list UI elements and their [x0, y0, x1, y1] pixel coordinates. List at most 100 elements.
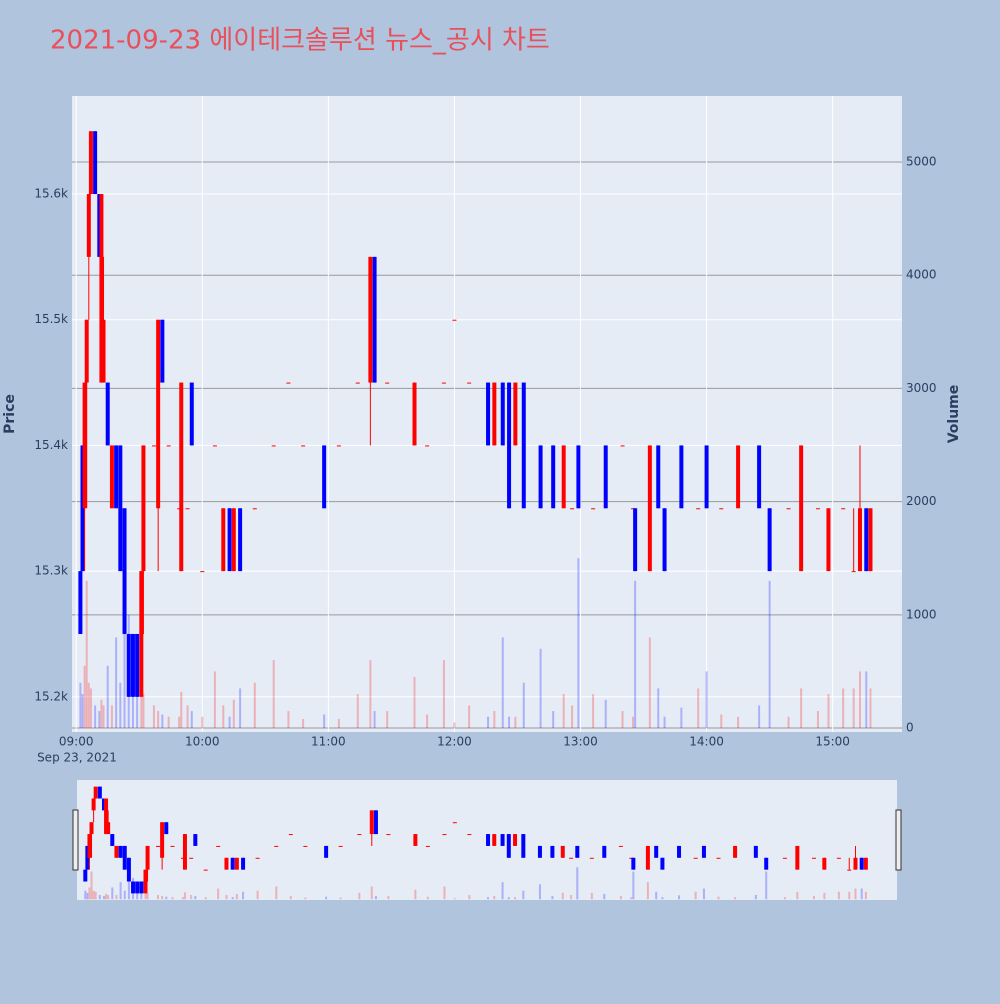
candle-body: [93, 131, 98, 195]
mini-volume-bar: [127, 867, 130, 900]
candle-body: [452, 319, 457, 321]
candle-body: [412, 382, 417, 446]
candle-body: [118, 445, 123, 572]
mini-candle-body: [660, 857, 665, 870]
candle-body: [551, 445, 556, 509]
volume-bar: [386, 711, 389, 729]
candle-body: [620, 445, 625, 447]
volume-bar: [323, 714, 326, 729]
mini-candle-body: [234, 857, 239, 870]
mini-volume-bar: [514, 897, 517, 900]
mini-volume-bar: [242, 891, 245, 900]
mini-candle-body: [654, 845, 659, 858]
candle-body: [868, 508, 873, 572]
mini-candle-body: [373, 810, 378, 835]
candle-body: [492, 382, 497, 446]
mini-volume-bar: [487, 897, 490, 900]
volume-bar: [180, 691, 183, 729]
volume-bar: [213, 671, 216, 729]
volume-bar: [827, 694, 830, 729]
volume-bar: [634, 580, 637, 729]
volume-bar: [562, 694, 565, 729]
mini-candle-body: [629, 857, 634, 859]
x-tick-label: 09:00: [59, 735, 94, 749]
mini-volume-bar: [837, 891, 840, 900]
mini-volume-bar: [225, 894, 228, 900]
mini-volume-bar: [734, 897, 737, 900]
mini-candle-body: [122, 845, 127, 870]
y2-tick-label: 0: [906, 721, 914, 735]
mini-candle-body: [560, 845, 565, 858]
mini-volume-bar: [84, 890, 87, 900]
volume-bar: [228, 716, 231, 729]
mini-candle-body: [224, 857, 229, 870]
mini-candle-body: [853, 857, 858, 870]
volume-bar: [705, 671, 708, 729]
mini-volume-bar: [181, 897, 184, 900]
volume-bar: [663, 716, 666, 729]
range-handle-right[interactable]: [895, 809, 902, 871]
mini-candle-body: [357, 834, 362, 836]
candle-body: [704, 445, 709, 509]
candle-body: [160, 319, 165, 383]
candle-body: [286, 382, 291, 384]
volume-bar: [239, 688, 242, 729]
mini-candle-body: [180, 857, 185, 859]
mini-volume-bar: [783, 897, 786, 900]
candle-body: [166, 445, 171, 447]
mini-candle-body: [338, 845, 343, 847]
mini-volume-bar: [632, 871, 635, 900]
mini-candle-body: [101, 798, 106, 811]
mini-candle-body: [677, 845, 682, 858]
volume-bar: [167, 716, 170, 729]
mini-volume-bar: [90, 871, 93, 900]
mini-candle-body: [521, 834, 526, 858]
mini-volume-bar: [88, 887, 91, 900]
mini-candle-body: [114, 845, 119, 858]
y2-tick-label: 4000: [906, 268, 937, 282]
candle-body: [521, 382, 526, 509]
volume-bar: [453, 722, 456, 729]
volume-bar: [852, 688, 855, 729]
mini-candle-body: [170, 845, 175, 847]
mini-volume-bar: [646, 882, 649, 900]
volume-bar: [571, 705, 574, 729]
mini-candle-body: [847, 869, 852, 871]
candle-body: [372, 256, 377, 383]
mini-candle-body: [618, 845, 623, 847]
mini-candle-body: [537, 845, 542, 858]
mini-volume-bar: [443, 886, 446, 900]
range-handle-left[interactable]: [72, 809, 79, 871]
candle-body: [679, 445, 684, 509]
volume-bar: [85, 580, 88, 729]
mini-candle-body: [602, 845, 607, 858]
mini-volume-bar: [561, 892, 564, 900]
candle-body: [252, 508, 257, 510]
volume-bar: [758, 705, 761, 729]
mini-volume-bar: [140, 890, 143, 900]
candle-body: [177, 508, 182, 510]
mini-volume-bar: [161, 896, 164, 900]
candle-body: [135, 633, 140, 697]
volume-bar: [737, 716, 740, 729]
mini-candle-body: [85, 845, 90, 870]
volume-bar: [190, 711, 193, 729]
mini-candle-body: [87, 834, 92, 858]
volume-bar: [302, 718, 305, 729]
mini-candle-body: [452, 822, 457, 824]
volume-bar: [632, 716, 635, 729]
mini-volume-bar: [123, 890, 126, 900]
mini-candle-body: [110, 834, 115, 846]
candle-body: [385, 382, 390, 384]
mini-candle-body: [500, 834, 505, 846]
volume-bar: [232, 699, 235, 729]
volume-bar: [657, 688, 660, 729]
mini-candle-body: [589, 857, 594, 859]
y-tick-label: 15.5k: [34, 312, 68, 326]
volume-bar: [152, 705, 155, 729]
mini-volume-bar: [339, 897, 342, 900]
volume-bar: [157, 711, 160, 729]
volume-bar: [161, 714, 164, 729]
volume-bar: [119, 682, 122, 729]
